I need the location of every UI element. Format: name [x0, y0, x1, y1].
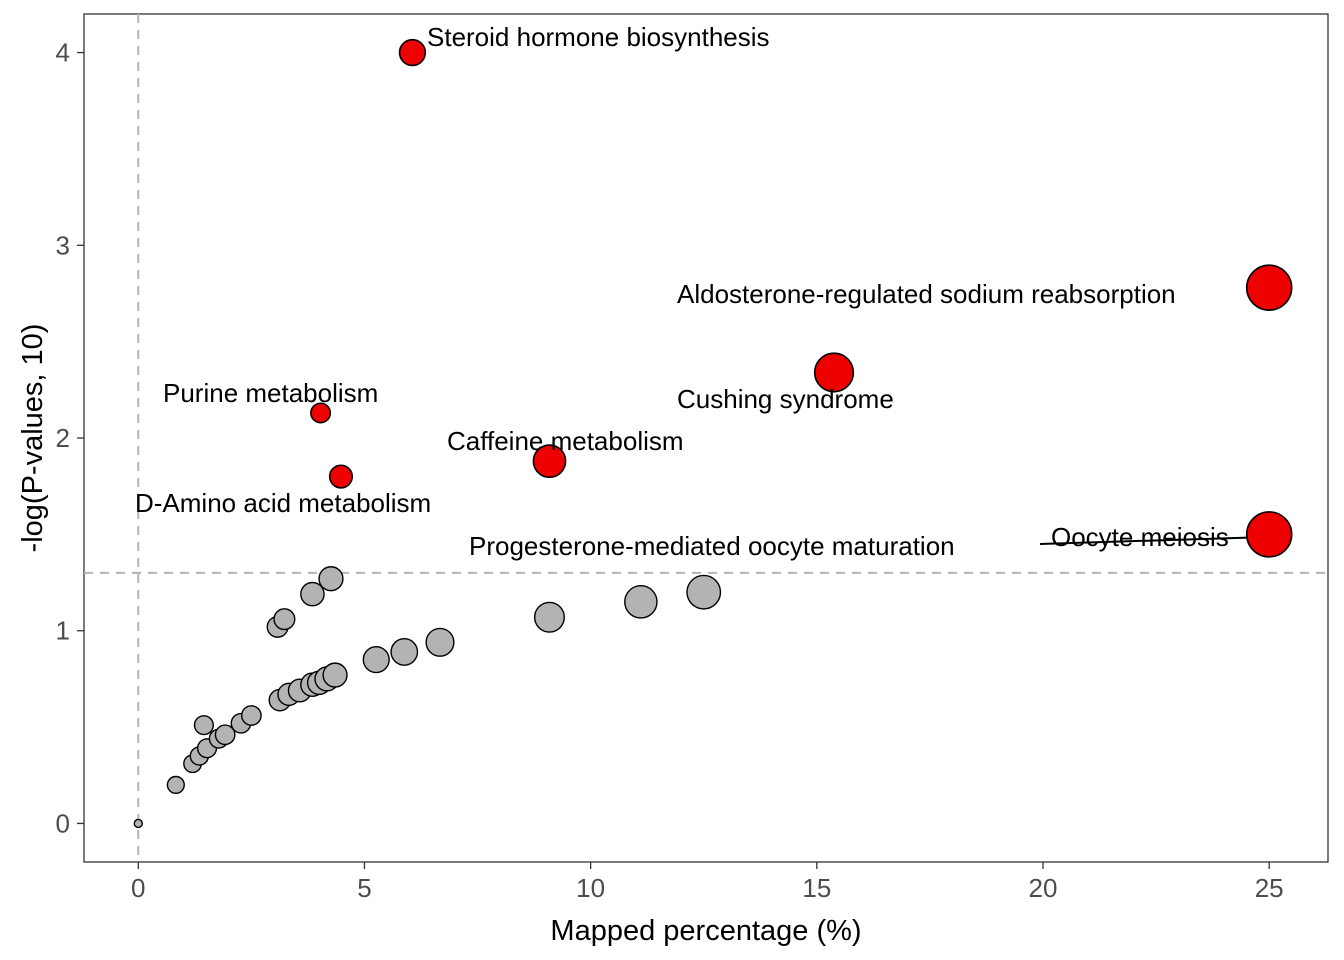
- x-tick-label: 0: [131, 873, 145, 903]
- data-point: [624, 585, 658, 619]
- label-connector-line: [1039, 536, 1269, 545]
- significant-point: [1245, 511, 1293, 558]
- point-label: Steroid hormone biosynthesis: [427, 22, 770, 52]
- point-label: D-Amino acid metabolism: [135, 488, 431, 518]
- point-label: Cushing syndrome: [677, 384, 894, 414]
- data-point: [390, 638, 419, 666]
- y-tick-label: 3: [56, 230, 70, 260]
- data-point: [362, 646, 390, 674]
- x-tick-label: 20: [1029, 873, 1058, 903]
- data-point: [133, 818, 143, 829]
- point-label: Progesterone-mediated oocyte maturation: [469, 531, 955, 561]
- significant-point: [813, 352, 855, 393]
- x-tick-label: 5: [357, 873, 371, 903]
- significant-point: [310, 402, 332, 424]
- x-tick-label: 10: [576, 873, 605, 903]
- data-point: [300, 581, 325, 607]
- y-tick-label: 1: [56, 616, 70, 646]
- data-point: [318, 566, 344, 592]
- y-axis: 0 1 2 3 4: [56, 38, 84, 838]
- non-significant-points: [133, 566, 722, 829]
- significant-point: [1245, 264, 1293, 311]
- data-point: [273, 608, 296, 631]
- plot-border: [83, 13, 1329, 863]
- significant-point: [532, 444, 567, 479]
- significant-point: [398, 38, 427, 67]
- x-axis-title: Mapped percentage (%): [550, 915, 861, 947]
- data-point: [240, 705, 262, 726]
- data-point: [214, 724, 236, 746]
- plot-area: [83, 13, 1329, 863]
- point-label: Caffeine metabolism: [447, 426, 684, 456]
- x-tick-label: 25: [1255, 873, 1284, 903]
- reference-lines: [84, 14, 1328, 862]
- data-point: [166, 775, 185, 795]
- point-label: Oocyte meiosis: [1051, 522, 1229, 552]
- y-tick-label: 0: [56, 808, 70, 838]
- y-tick-label: 2: [56, 423, 70, 453]
- x-tick-label: 15: [802, 873, 831, 903]
- data-point: [533, 601, 566, 633]
- data-point: [193, 715, 214, 736]
- data-point: [686, 574, 722, 610]
- data-point: [425, 627, 455, 657]
- point-label: Purine metabolism: [163, 378, 378, 408]
- significant-point: [328, 464, 354, 489]
- data-point: [322, 662, 348, 688]
- y-tick-label: 4: [56, 38, 70, 68]
- point-labels: Steroid hormone biosynthesis Aldosterone-…: [135, 22, 1229, 561]
- point-label: Aldosterone-regulated sodium reabsorptio…: [677, 279, 1176, 309]
- label-connectors: [1039, 536, 1269, 545]
- significant-points: [310, 38, 1293, 558]
- x-axis: 0 5 10 15 20 25: [131, 862, 1284, 903]
- y-axis-title: -log(P-values, 10): [17, 324, 49, 553]
